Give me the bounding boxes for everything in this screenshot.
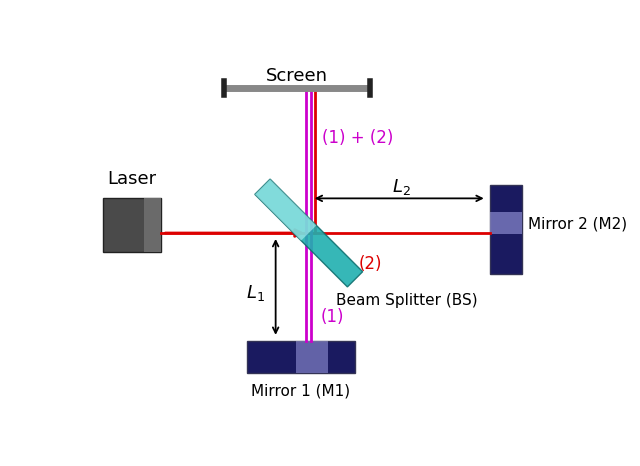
- Text: (2): (2): [359, 254, 382, 273]
- Bar: [490, 185, 522, 274]
- Text: $L_2$: $L_2$: [392, 177, 410, 197]
- Bar: [490, 212, 522, 234]
- Text: Laser: Laser: [107, 170, 156, 188]
- Text: $L_1$: $L_1$: [246, 283, 265, 303]
- Text: Mirror 1 (M1): Mirror 1 (M1): [252, 384, 351, 399]
- Polygon shape: [255, 179, 363, 287]
- Text: Beam Splitter (BS): Beam Splitter (BS): [336, 293, 477, 308]
- Text: Mirror 2 (M2): Mirror 2 (M2): [528, 216, 627, 231]
- Polygon shape: [255, 179, 316, 240]
- Bar: [247, 341, 355, 373]
- Text: Screen: Screen: [266, 67, 328, 85]
- Bar: [143, 199, 161, 252]
- Bar: [103, 199, 161, 252]
- Text: (1) + (2): (1) + (2): [322, 129, 393, 147]
- Text: (1): (1): [321, 308, 344, 327]
- Bar: [296, 341, 328, 373]
